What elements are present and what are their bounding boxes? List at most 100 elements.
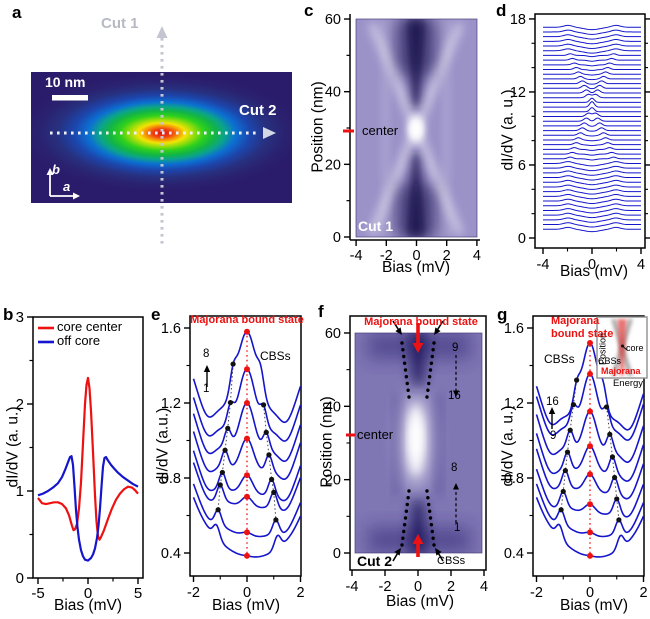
didv-curve [543, 151, 641, 156]
arrowhead [46, 168, 54, 175]
x-tick-label: -4 [537, 257, 550, 273]
inset-energy-label: Energy [612, 378, 644, 389]
crystal-axis-b-label: b [52, 162, 60, 177]
y-tick-label: 3 [16, 309, 24, 326]
arrowhead [394, 548, 401, 556]
didv-curve [543, 112, 641, 117]
majorana-dot [244, 472, 250, 479]
didv-curve [543, 198, 641, 204]
majorana-dot [244, 552, 250, 559]
cbs-dot [404, 375, 409, 379]
x-tick-label: 0 [414, 579, 422, 595]
y-tick-label: 0 [333, 230, 341, 246]
panel-g-title-line2: bound state [551, 328, 614, 340]
cbs-dot [401, 536, 405, 540]
x-tick-label: 0 [588, 257, 596, 273]
scale-bar [52, 95, 88, 101]
majorana-dot [587, 471, 593, 478]
panel-f-xlabel: Bias (mV) [385, 593, 455, 610]
y-tick-label: 20 [325, 473, 341, 489]
y-tick-label: 0.4 [161, 546, 181, 562]
cbs-dot [269, 476, 275, 482]
panel-f-cbs-label: CBSs [437, 555, 466, 567]
cbs-dot [567, 427, 573, 433]
didv-curve [543, 57, 641, 62]
didv-curve [543, 175, 641, 181]
cbs-dot [405, 381, 409, 386]
cbs-dot [570, 402, 577, 408]
y-tick-label: 12 [510, 85, 526, 101]
cbs-dot [429, 523, 434, 527]
cbs-guide-right [606, 406, 620, 520]
didv-curve [543, 189, 641, 195]
didv-curve [543, 80, 641, 85]
cbs-dot [406, 388, 410, 392]
cbs-guide-right [263, 404, 277, 520]
majorana-dot [244, 400, 250, 406]
arrowhead [453, 483, 459, 490]
cbs-guide-left [217, 364, 234, 510]
majorana-dot [587, 339, 593, 346]
didv-curve [543, 43, 641, 49]
cbs-dot [426, 388, 430, 392]
x-tick-label: -2 [380, 248, 393, 264]
y-tick-label: 0 [333, 546, 341, 562]
majorana-dot [587, 408, 593, 415]
y-tick-label: 0 [16, 570, 24, 587]
didv-curve [543, 106, 641, 113]
cbs-dot [564, 449, 571, 455]
cbs-dot [574, 377, 580, 383]
panel-c-cut-label: Cut 1 [358, 218, 393, 234]
cbs-dot [558, 507, 564, 513]
cbs-dot [603, 404, 610, 410]
cbs-dot [263, 429, 269, 435]
x-tick-label: 2 [639, 585, 647, 601]
cbs-dot [260, 402, 267, 408]
x-tick-label: 4 [480, 579, 488, 595]
didv-curve [543, 226, 641, 233]
y-tick-label: 1.2 [504, 396, 524, 412]
didv-curve [543, 34, 641, 40]
panel-f-lower-end: 8 [451, 462, 458, 474]
x-tick-label: 4 [637, 257, 645, 273]
plot-frame [532, 315, 645, 577]
panel-e-top-num: 8 [203, 348, 210, 360]
cbs-dot [215, 507, 221, 513]
panel-f-lower-start: 1 [454, 522, 461, 534]
arrowhead [548, 407, 556, 414]
panel-d-xlabel: Bias (mV) [559, 263, 629, 280]
cbs-dot [407, 395, 411, 399]
cbs-dot [428, 368, 433, 372]
cbs-dot [400, 341, 404, 345]
cbs-dot [425, 489, 429, 493]
y-tick-label: 40 [325, 399, 341, 415]
panel-e-letter: e [151, 305, 161, 324]
didv-curve [543, 217, 641, 223]
didv-curve [543, 48, 641, 54]
cbs-dot [427, 375, 432, 379]
panel-d-ylabel: dI/dV (a. u.) [499, 89, 517, 171]
y-tick-label: 40 [325, 85, 341, 101]
majorana-dot [587, 370, 593, 377]
panel-c-letter: c [304, 1, 314, 20]
cut2-label: Cut 2 [239, 102, 277, 119]
schematic-inset [596, 316, 648, 379]
y-tick-label: 60 [325, 12, 341, 28]
didv-curve [543, 165, 641, 172]
panel-g-canvas: 1.6 1.2 0.8 0.4 -2 0 2 [504, 315, 648, 601]
panel-f-cut-label: Cut 2 [357, 553, 392, 569]
didv-curve [543, 71, 641, 76]
cbs-dot [273, 517, 279, 523]
panel-b-canvas: 0 1 2 3 -5 0 5 [16, 309, 144, 602]
didv-curve [543, 89, 641, 94]
y-tick-label: 0.8 [161, 471, 181, 487]
cbs-dot [402, 529, 406, 534]
cbs-dot [432, 543, 436, 547]
didv-curve [543, 142, 641, 147]
panel-c-center-label: center [362, 123, 399, 138]
cbs-dot [431, 348, 435, 352]
cbs-dot [607, 431, 613, 437]
majorana-dot [244, 435, 250, 442]
scalebar-label: 10 nm [45, 74, 86, 90]
arrowhead [203, 365, 211, 372]
